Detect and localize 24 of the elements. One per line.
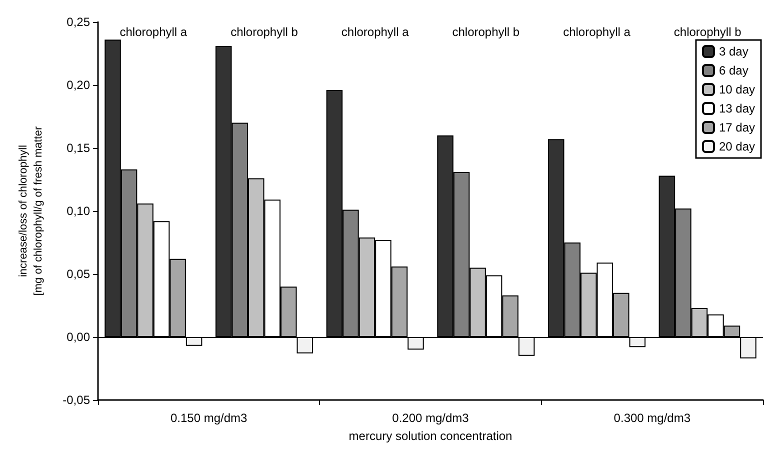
- x-tick-label: chlorophyll a: [120, 25, 188, 39]
- x-tick-label: chlorophyll a: [563, 25, 631, 39]
- text: 0.150 mg/dm3: [170, 411, 248, 425]
- x-tick-label: chlorophyll b: [230, 25, 298, 39]
- x-axis-title: mercury solution concentration: [348, 429, 512, 443]
- text: 0.300 mg/dm3: [614, 411, 691, 425]
- legend-label: 10 day: [718, 82, 755, 96]
- y-axis-title: increase/loss of chlorophyll [mg of chlorophyll/g of fresh matter: [18, 126, 44, 296]
- x-tick-label: chlorophyll a: [341, 25, 410, 39]
- y-tick-label: 0,20: [66, 78, 90, 92]
- x-tick-label: chlorophyll b: [452, 25, 520, 39]
- y-tick-label: 0,25: [66, 15, 90, 29]
- y-tick-label: 0,15: [66, 141, 90, 155]
- y-tick-label: -0,05: [62, 393, 90, 407]
- y-tick-label: 0,10: [66, 204, 90, 218]
- legend-label: 6 day: [718, 64, 748, 78]
- y-tick-label: 0,00: [66, 330, 90, 344]
- legend-label: 20 day: [718, 140, 755, 154]
- y-tick-label: 0,05: [66, 267, 90, 281]
- legend-label: 3 day: [718, 44, 748, 58]
- legend-label: 13 day: [718, 102, 755, 116]
- text: 0.200 mg/dm3: [392, 411, 470, 425]
- legend-label: 17 day: [718, 120, 755, 134]
- x-tick-label: chlorophyll b: [674, 25, 742, 39]
